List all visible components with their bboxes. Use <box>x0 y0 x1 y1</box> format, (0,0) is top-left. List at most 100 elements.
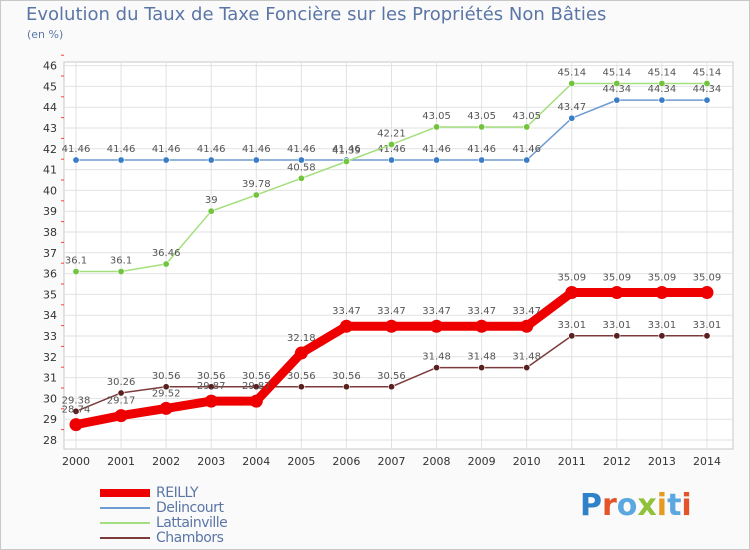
data-point-reilly <box>339 319 353 333</box>
x-tick-label: 2013 <box>648 455 676 468</box>
data-point-chambors <box>433 364 441 372</box>
series-group: 41.46 41.46 41.46 41.46 41.46 41.46 41.46 41.46… <box>62 67 722 432</box>
y-tick-label: 45 <box>43 80 57 93</box>
data-label-chambors: 30.56 <box>332 371 361 382</box>
line-chart: 28 29 30 31 32 33 34 35 36 37 38 39 40 41 42 43 44 45 46 2… <box>43 54 734 468</box>
y-tick-label: 36 <box>43 268 57 281</box>
data-label-lattainville: 42.21 <box>377 128 406 139</box>
data-label-reilly: 32.18 <box>287 333 316 344</box>
x-tick-label: 2011 <box>558 455 586 468</box>
logo-letter: P <box>580 488 602 523</box>
x-tick-label: 2009 <box>468 455 496 468</box>
data-point-lattainville <box>297 174 305 182</box>
legend-label-delincourt: Delincourt <box>156 500 224 516</box>
data-label-reilly: 33.47 <box>332 306 361 317</box>
data-point-lattainville <box>207 207 215 215</box>
data-label-lattainville: 43.05 <box>512 111 541 122</box>
data-label-chambors: 31.48 <box>467 352 496 363</box>
y-tick-label: 35 <box>43 288 57 301</box>
data-point-chambors <box>658 332 666 340</box>
x-axis: 2000 2001 2002 2003 2004 2005 2006 2007 2008 2009… <box>62 455 721 468</box>
data-point-reilly <box>249 394 263 408</box>
data-label-delincourt: 41.46 <box>512 144 541 155</box>
data-point-lattainville <box>387 140 395 148</box>
x-tick-label: 2002 <box>152 455 180 468</box>
data-label-reilly: 35.09 <box>648 273 677 284</box>
data-point-delincourt <box>658 96 666 104</box>
data-point-reilly <box>610 286 624 300</box>
data-label-lattainville: 39 <box>205 195 218 206</box>
data-point-delincourt <box>433 156 441 164</box>
data-point-delincourt <box>72 156 80 164</box>
data-label-lattainville: 41.39 <box>332 145 361 156</box>
data-point-chambors <box>613 332 621 340</box>
data-point-delincourt <box>478 156 486 164</box>
data-label-reilly: 29.52 <box>152 388 181 399</box>
data-point-reilly <box>565 286 579 300</box>
proxiti-logo[interactable]: Proxiti <box>580 488 692 523</box>
x-tick-label: 2010 <box>513 455 541 468</box>
data-label-chambors: 33.01 <box>557 320 586 331</box>
data-label-lattainville: 43.05 <box>467 111 496 122</box>
data-label-lattainville: 36.1 <box>110 256 132 267</box>
data-point-reilly <box>475 319 489 333</box>
data-point-delincourt <box>117 156 125 164</box>
x-tick-label: 2014 <box>693 455 721 468</box>
data-label-delincourt: 43.47 <box>557 102 586 113</box>
data-point-chambors <box>568 332 576 340</box>
data-label-reilly: 35.09 <box>603 273 632 284</box>
data-label-lattainville: 45.14 <box>648 67 677 78</box>
x-tick-label: 2007 <box>377 455 405 468</box>
data-label-reilly: 33.47 <box>467 306 496 317</box>
data-label-chambors: 33.01 <box>648 320 677 331</box>
data-point-reilly <box>700 286 714 300</box>
legend-label-reilly: REILLY <box>156 485 199 501</box>
legend-swatch-lattainville <box>100 522 150 524</box>
data-point-reilly <box>204 394 218 408</box>
data-point-delincourt <box>523 156 531 164</box>
data-label-chambors: 30.56 <box>242 371 271 382</box>
legend-label-lattainville: Lattainville <box>156 515 228 531</box>
data-label-chambors: 30.26 <box>107 377 136 388</box>
data-point-chambors <box>207 383 215 391</box>
y-tick-label: 29 <box>43 413 57 426</box>
data-point-lattainville <box>342 157 350 165</box>
y-tick-label: 28 <box>43 434 57 447</box>
data-label-chambors: 30.56 <box>377 371 406 382</box>
logo-letter: i <box>656 488 668 523</box>
data-label-delincourt: 41.46 <box>377 144 406 155</box>
data-label-delincourt: 41.46 <box>107 144 136 155</box>
data-point-lattainville <box>433 123 441 131</box>
data-label-reilly: 35.09 <box>693 273 722 284</box>
y-tick-label: 38 <box>43 226 57 239</box>
y-tick-label: 43 <box>43 122 57 135</box>
data-point-lattainville <box>117 268 125 276</box>
x-tick-label: 2005 <box>287 455 315 468</box>
data-label-delincourt: 41.46 <box>197 144 226 155</box>
data-point-delincourt <box>613 96 621 104</box>
x-tick-label: 2004 <box>242 455 270 468</box>
data-point-chambors <box>523 364 531 372</box>
data-label-delincourt: 41.46 <box>62 144 91 155</box>
data-label-lattainville: 36.1 <box>65 256 87 267</box>
legend-swatch-delincourt <box>100 507 150 509</box>
y-tick-label: 34 <box>43 309 57 322</box>
y-tick-label: 33 <box>43 330 57 343</box>
data-label-reilly: 33.47 <box>377 306 406 317</box>
data-point-chambors <box>478 364 486 372</box>
data-point-reilly <box>294 346 308 360</box>
data-point-chambors <box>72 407 80 415</box>
data-label-delincourt: 41.46 <box>332 144 361 155</box>
data-point-chambors <box>117 389 125 397</box>
data-point-delincourt <box>207 156 215 164</box>
logo-letter: t <box>667 488 682 523</box>
data-label-delincourt: 41.46 <box>242 144 271 155</box>
data-label-delincourt: 44.34 <box>693 84 722 95</box>
data-point-reilly <box>520 319 534 333</box>
data-label-lattainville: 39.78 <box>242 179 271 190</box>
data-label-lattainville: 40.58 <box>287 162 316 173</box>
y-axis: 28 29 30 31 32 33 34 35 36 37 38 39 40 41 42 43 44 45 46 <box>43 54 64 447</box>
y-tick-label: 31 <box>43 372 57 385</box>
data-point-lattainville <box>252 191 260 199</box>
data-label-reilly: 35.09 <box>557 273 586 284</box>
